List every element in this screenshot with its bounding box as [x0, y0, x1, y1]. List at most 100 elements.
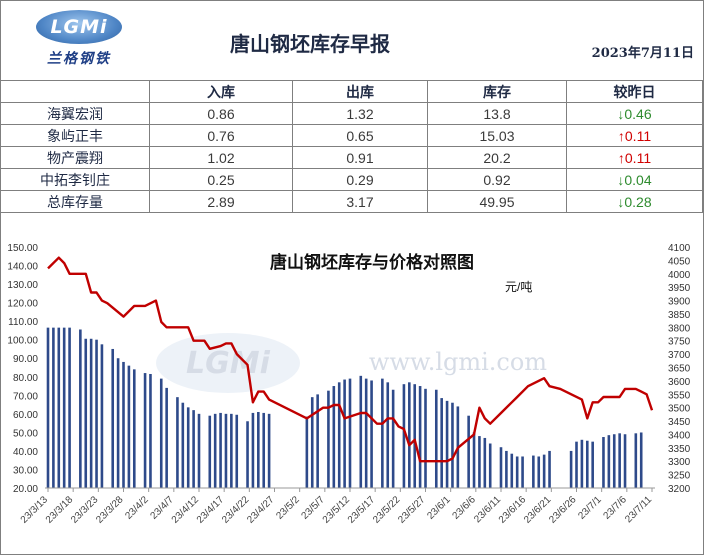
table-row: 中拓李钊庄 0.25 0.29 0.92 ↓0.04 — [0, 168, 703, 191]
inventory-bar — [235, 414, 239, 488]
inventory-bar — [52, 327, 55, 488]
inventory-bar — [95, 339, 98, 488]
row-name: 总库存量 — [0, 190, 150, 213]
x-tick-label: 23/6/1 — [425, 494, 453, 522]
inventory-bar — [68, 327, 71, 488]
inventory-bar — [230, 413, 233, 488]
row-change: ↓0.28 — [566, 190, 703, 213]
row-in: 1.02 — [149, 146, 293, 169]
inventory-bar — [537, 456, 541, 488]
inventory-bar — [440, 398, 443, 488]
inventory-bar — [132, 369, 136, 488]
x-tick-label: 23/6/26 — [547, 494, 579, 526]
inventory-bar — [186, 407, 190, 488]
inventory-price-chart: LGMi www.lgmi.com 20.00 30.00 40.00 50.00 60.… — [0, 230, 702, 553]
inventory-bar — [46, 327, 50, 488]
report-header: LGMi 兰格钢铁 唐山钢坯库存早报 2023年7月11日 — [0, 0, 702, 81]
inventory-bar — [192, 410, 195, 488]
inventory-bar — [257, 411, 260, 488]
y-left-tick-label: 120.00 — [7, 299, 38, 310]
y-left-tick-label: 30.00 — [13, 465, 38, 476]
logo-text: LGMi — [50, 16, 108, 38]
table-row: 象屿正丰 0.76 0.65 15.03 ↑0.11 — [0, 124, 703, 147]
y-right-tick-label: 3400 — [668, 430, 691, 441]
change-value: 0.28 — [624, 193, 652, 210]
row-stock: 20.2 — [427, 146, 567, 169]
inventory-bar — [370, 380, 373, 488]
inventory-bar — [478, 436, 481, 488]
inventory-bar — [591, 441, 594, 488]
watermark-logo-shape — [156, 333, 300, 393]
inventory-bar — [176, 397, 179, 488]
inventory-bar — [634, 433, 638, 488]
inventory-bar — [208, 415, 212, 488]
y-left-tick-label: 90.00 — [13, 354, 38, 365]
inventory-bar — [548, 450, 551, 488]
inventory-bar — [251, 412, 255, 488]
y-right-tick-label: 3900 — [668, 297, 691, 308]
row-in: 2.89 — [149, 190, 293, 213]
header-empty — [0, 80, 150, 103]
y-right-tick-label: 4000 — [668, 270, 691, 281]
y-right-tick-label: 3850 — [668, 310, 691, 321]
inventory-bar — [510, 453, 514, 488]
inventory-bar — [181, 402, 185, 488]
inventory-bar — [316, 394, 319, 488]
y-right-tick-label: 3450 — [668, 417, 691, 428]
y-right-tick-label: 3500 — [668, 404, 691, 415]
table-header-row: 入库 出库 库存 较昨日 — [0, 80, 703, 103]
inventory-bar — [521, 456, 524, 488]
inventory-bar — [348, 378, 352, 488]
row-out: 0.29 — [292, 168, 428, 191]
company-logo: LGMi 兰格钢铁 — [36, 10, 122, 70]
inventory-bar — [305, 416, 309, 488]
row-change: ↓0.46 — [566, 102, 703, 125]
inventory-bar — [472, 432, 476, 488]
row-out: 0.91 — [292, 146, 428, 169]
inventory-bar — [262, 412, 266, 488]
y-right-tick-label: 3700 — [668, 350, 691, 361]
inventory-bar — [246, 421, 249, 488]
inventory-bar — [408, 382, 411, 488]
inventory-bar — [639, 432, 643, 488]
chart-watermark: LGMi www.lgmi.com — [156, 333, 547, 393]
y-left-tick-label: 100.00 — [7, 336, 38, 347]
row-change: ↓0.04 — [566, 168, 703, 191]
inventory-bar — [111, 348, 115, 488]
inventory-bar — [100, 344, 104, 488]
inventory-bar — [224, 413, 228, 488]
inventory-bar — [364, 378, 368, 488]
table-row: 海翼宏润 0.86 1.32 13.8 ↓0.46 — [0, 102, 703, 125]
inventory-bar — [267, 413, 271, 488]
inventory-bar — [391, 389, 395, 488]
header-change: 较昨日 — [566, 80, 703, 103]
arrow-down-icon: ↓ — [617, 105, 625, 122]
row-out: 3.17 — [292, 190, 428, 213]
inventory-bar — [575, 441, 578, 488]
y-left-tick-label: 140.00 — [7, 262, 38, 273]
inventory-bar — [62, 327, 66, 488]
logo-chinese-name: 兰格钢铁 — [47, 51, 111, 67]
row-stock: 13.8 — [427, 102, 567, 125]
y-right-tick-label: 3800 — [668, 323, 691, 334]
row-name: 象屿正丰 — [0, 124, 150, 147]
price-line — [47, 256, 654, 463]
report-title: 唐山钢坯库存早报 — [230, 32, 390, 56]
y-left-tick-label: 40.00 — [13, 447, 38, 458]
y-left-tick-label: 80.00 — [13, 373, 38, 384]
y-right-tick-label: 3600 — [668, 377, 691, 388]
y-left-tick-label: 70.00 — [13, 391, 38, 402]
x-tick-label: 23/7/1 — [576, 494, 604, 522]
x-tick-label: 23/3/28 — [94, 494, 126, 526]
y-right-tick-label: 4100 — [668, 243, 691, 254]
inventory-bar — [219, 412, 222, 488]
row-in: 0.25 — [149, 168, 293, 191]
inventory-bar — [149, 373, 152, 488]
inventory-bar — [116, 358, 120, 488]
y-right-tick-label: 3950 — [668, 283, 691, 294]
watermark-url: www.lgmi.com — [369, 348, 547, 376]
inventory-bar — [359, 375, 363, 488]
y-right-tick-label: 4050 — [668, 256, 691, 267]
inventory-bar — [424, 388, 427, 488]
row-stock: 49.95 — [427, 190, 567, 213]
